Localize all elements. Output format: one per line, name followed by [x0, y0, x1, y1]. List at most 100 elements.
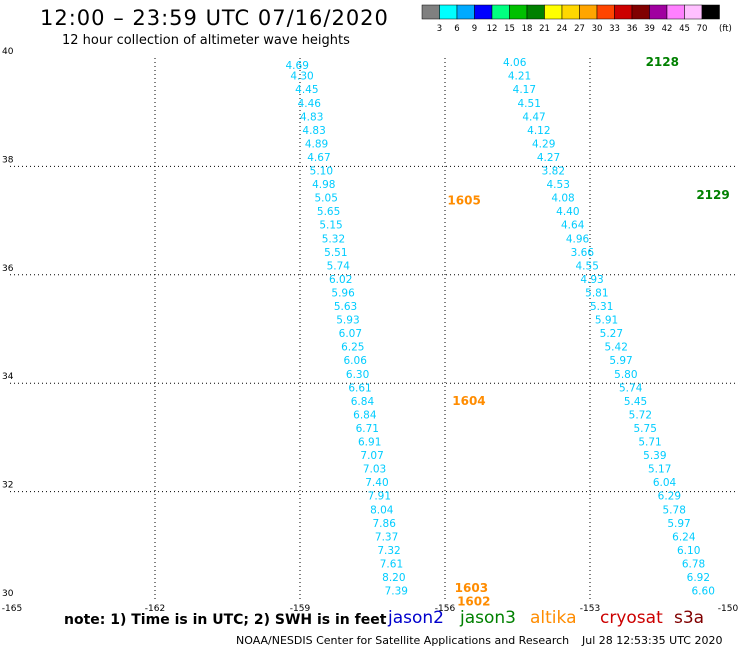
swh-value: 6.60: [692, 586, 715, 598]
y-tick-label: 40: [2, 47, 14, 57]
x-tick-label: -165: [2, 604, 22, 614]
swh-value: 4.51: [518, 98, 541, 110]
swh-value: 5.27: [600, 328, 623, 340]
legend-swatch: [596, 4, 615, 20]
legend-label: 9: [472, 24, 477, 34]
swh-value: 4.21: [508, 71, 531, 83]
swh-value: 4.53: [547, 179, 570, 191]
swh-value: 6.06: [344, 355, 368, 367]
swh-value: 4.67: [307, 152, 330, 164]
swh-value: 5.32: [322, 233, 345, 245]
swh-value: 5.74: [327, 260, 351, 272]
swh-value: 5.91: [595, 315, 618, 327]
legend-label: 18: [522, 24, 533, 34]
legend-swatch: [439, 4, 458, 20]
swh-value: 5.05: [315, 193, 338, 205]
legend-label: 70: [697, 24, 708, 34]
swh-value: 4.12: [527, 125, 550, 137]
swh-value: 4.93: [580, 274, 603, 286]
swh-value: 7.61: [380, 558, 403, 570]
swh-value: 4.29: [532, 138, 555, 150]
swh-value: 7.37: [375, 531, 398, 543]
y-tick-label: 32: [2, 481, 13, 491]
swh-value: 5.81: [585, 287, 608, 299]
swh-value: 7.03: [363, 464, 386, 476]
swh-value: 5.15: [319, 220, 342, 232]
swh-value: 6.71: [356, 423, 379, 435]
swh-value: 5.39: [643, 450, 666, 462]
legend-swatch: [684, 4, 703, 20]
swh-value: 7.86: [373, 518, 397, 530]
swh-value: 4.40: [556, 206, 579, 218]
swh-value: 4.30: [290, 71, 313, 83]
y-tick-label: 34: [2, 372, 14, 382]
swh-value: 3.82: [542, 166, 565, 178]
swh-value: 5.78: [663, 504, 686, 516]
legend-swatch: [579, 4, 598, 20]
swh-value: 5.10: [310, 166, 333, 178]
swh-value: 3.66: [571, 247, 595, 259]
legend-swatch: [544, 4, 563, 20]
swh-value: 5.97: [667, 518, 690, 530]
footer-note: note: 1) Time is in UTC; 2) SWH is in fe…: [64, 612, 387, 628]
swh-value: 6.10: [677, 545, 700, 557]
swh-value: 6.25: [341, 342, 364, 354]
x-tick-label: -153: [580, 604, 600, 614]
swh-value: 7.07: [360, 450, 383, 462]
swh-value: 6.30: [346, 369, 369, 381]
swh-value: 8.20: [382, 572, 405, 584]
swh-value: 7.91: [368, 491, 391, 503]
swh-value: 7.40: [365, 477, 388, 489]
swh-value: 6.02: [329, 274, 352, 286]
swh-value: 6.78: [682, 558, 705, 570]
swh-value: 4.17: [513, 84, 536, 96]
legend-swatch: [456, 4, 475, 20]
legend-swatch: [509, 4, 528, 20]
swh-value: 5.42: [605, 342, 628, 354]
swh-value: 6.04: [653, 477, 677, 489]
swh-value: 6.92: [687, 572, 710, 584]
map-title: 12:00 – 23:59 UTC 07/16/2020: [40, 6, 389, 30]
legend-swatch: [474, 4, 493, 20]
legend-swatch: [649, 4, 668, 20]
legend-swatch: [491, 4, 510, 20]
y-tick-label: 38: [2, 155, 14, 165]
legend-label: 24: [557, 24, 568, 34]
x-tick-label: -150: [718, 604, 739, 614]
swh-value: 7.39: [385, 586, 408, 598]
swh-value: 4.89: [305, 138, 328, 150]
x-tick-label: -162: [145, 604, 165, 614]
pass-label: 1604: [452, 394, 485, 408]
swh-value: 5.51: [324, 247, 347, 259]
swh-value: 5.80: [614, 369, 637, 381]
legend-label: 27: [574, 24, 585, 34]
swh-value: 5.74: [619, 382, 643, 394]
legend-unit: (ft): [719, 24, 732, 34]
swh-value: 5.31: [590, 301, 613, 313]
y-tick-label: 36: [2, 264, 14, 274]
sat-jason2: jason2: [388, 608, 444, 628]
swh-value: 6.29: [658, 491, 681, 503]
swh-value: 4.96: [566, 233, 590, 245]
swh-value: 4.46: [298, 98, 322, 110]
swh-value: 5.72: [629, 409, 652, 421]
legend-label: 36: [627, 24, 638, 34]
swh-value: 6.61: [348, 382, 371, 394]
swh-value: 4.83: [302, 125, 325, 137]
legend-label: 30: [592, 24, 603, 34]
swh-value: 6.07: [339, 328, 362, 340]
swh-value: 6.84: [351, 396, 375, 408]
legend-swatch: [526, 4, 545, 20]
swh-value: 4.47: [522, 111, 545, 123]
sat-cryosat: cryosat: [600, 608, 663, 628]
swh-value: 4.98: [312, 179, 335, 191]
legend-swatch: [421, 4, 440, 20]
swh-value: 4.55: [576, 260, 599, 272]
swh-value: 5.93: [336, 315, 359, 327]
legend-label: 33: [609, 24, 620, 34]
legend-label: 39: [644, 24, 655, 34]
swh-value: 4.83: [300, 111, 323, 123]
x-tick-label: -156: [435, 604, 456, 614]
x-tick-label: -159: [290, 604, 311, 614]
